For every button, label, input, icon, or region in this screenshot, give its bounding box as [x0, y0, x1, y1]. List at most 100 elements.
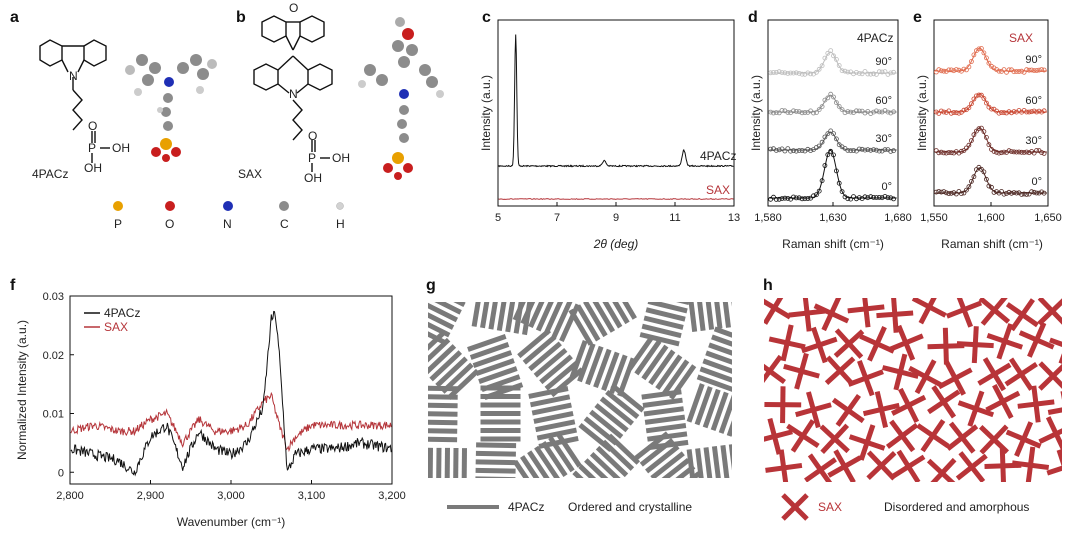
cross	[788, 421, 819, 452]
sax-o2-label: O	[308, 129, 317, 143]
chart-c-x-tick-label: 9	[613, 212, 619, 224]
cross	[918, 421, 948, 451]
atom-n-label: N	[69, 69, 78, 83]
atom-o-label: O	[88, 119, 97, 133]
chart-e-legend-title: SAX	[1009, 31, 1033, 45]
chart-d-xlabel: Raman shift (cm⁻¹)	[782, 237, 884, 251]
atom-legend-o: O	[165, 217, 174, 231]
rod	[690, 292, 695, 332]
chart-c-frame	[498, 20, 734, 206]
panel-g-ordered-rods: 4PACz Ordered and crystalline	[410, 279, 753, 514]
rod	[433, 279, 469, 297]
panel-label-c: c	[482, 9, 491, 26]
chart-c-ylabel: Intensity (a.u.)	[479, 75, 493, 151]
cross	[980, 296, 1008, 324]
rod	[508, 292, 514, 332]
chart-f-y-tick-label: 0.01	[43, 409, 64, 421]
atom-legend-dot-c	[279, 201, 289, 211]
cross	[805, 455, 835, 485]
panel-label-g: g	[426, 277, 436, 294]
panel-label-e: e	[913, 9, 922, 26]
chart-c-x-tick-label: 13	[728, 212, 740, 224]
rod	[418, 405, 458, 406]
atom-legend-dot-p	[113, 201, 123, 211]
chart-d-series-label: 60°	[875, 95, 892, 107]
panel-g-caption: Ordered and crystalline	[568, 500, 692, 514]
panel-h-caption: Disordered and amorphous	[884, 500, 1029, 514]
chart-e-point	[957, 68, 961, 72]
rod	[417, 310, 453, 328]
cross	[829, 450, 861, 482]
chart-f-spectra: Normalized Intensity (a.u.) Wavenumber (…	[15, 291, 406, 529]
rod	[731, 444, 736, 484]
atom-legend-p: P	[114, 217, 122, 231]
rod	[534, 413, 573, 421]
chart-d-point	[789, 111, 793, 115]
chart-c-x-tick-label: 11	[669, 212, 680, 224]
cross	[849, 361, 883, 395]
cross	[764, 386, 801, 423]
chart-d-x-tick-label: 1,630	[819, 212, 847, 224]
rod	[707, 290, 712, 330]
cross	[913, 291, 946, 324]
panel-label-f: f	[10, 277, 16, 294]
atom-legend: P O N C H	[113, 201, 345, 231]
rod	[476, 445, 516, 446]
rod	[645, 417, 685, 422]
rod	[475, 487, 515, 488]
structure-4pacz	[40, 40, 110, 163]
chart-f-x-tick-label: 2,900	[137, 490, 165, 502]
chart-f-series-sax	[71, 393, 391, 450]
rod	[740, 443, 745, 483]
rod	[417, 431, 457, 432]
chart-d-x-tick-label: 1,680	[884, 212, 912, 224]
cross	[827, 357, 854, 384]
rod	[491, 290, 497, 330]
chart-c-label-sax: SAX	[706, 183, 730, 197]
cross	[987, 324, 1022, 359]
cross	[1047, 450, 1080, 485]
rod	[421, 302, 457, 320]
sax-n-label: N	[289, 87, 298, 101]
rod	[476, 453, 516, 454]
panel-h-disordered-crosses: SAX Disordered and amorphous	[755, 291, 1080, 519]
chart-d-x-tick-label: 1,580	[754, 212, 782, 224]
atom-p-label: P	[88, 141, 96, 155]
rod	[417, 422, 457, 423]
rod	[532, 405, 571, 413]
chart-c-xlabel: 2θ (deg)	[593, 237, 639, 251]
chart-f-x-tick-label: 2,800	[56, 490, 84, 502]
chart-d-raman-4pacz: Intensity (a.u.) Raman shift (cm⁻¹) 4PAC…	[749, 20, 912, 251]
panel-h-legend-label: SAX	[818, 500, 842, 514]
chart-d-frame	[768, 20, 898, 206]
cross	[1020, 323, 1054, 357]
molecule-name-sax: SAX	[238, 167, 262, 181]
chart-e-ylabel: Intensity (a.u.)	[915, 75, 929, 151]
chart-d-series-label: 30°	[875, 133, 892, 145]
chart-d-legend-title: 4PACz	[857, 31, 893, 45]
cross	[755, 356, 785, 386]
cross	[947, 292, 981, 326]
rod	[536, 422, 575, 430]
chart-f-legend-4pacz: 4PACz	[104, 306, 140, 320]
chart-f-ylabel: Normalized Intensity (a.u.)	[15, 320, 29, 460]
chart-e-point	[1007, 190, 1011, 194]
panel-label-d: d	[748, 9, 758, 26]
ball-model-sax	[358, 17, 444, 180]
chart-f-xlabel: Wavenumber (cm⁻¹)	[177, 515, 286, 529]
rod	[474, 287, 481, 327]
rod	[737, 401, 750, 439]
panel-label-h: h	[763, 277, 773, 294]
rod	[698, 448, 703, 488]
rod	[650, 293, 689, 302]
chart-c-x-tick-label: 5	[495, 212, 501, 224]
chart-e-raman-sax: Intensity (a.u.) Raman shift (cm⁻¹) SAX …	[915, 20, 1062, 251]
chart-f-y-tick-label: 0.03	[43, 291, 64, 303]
chart-e-series-label: 30°	[1025, 135, 1042, 147]
cross	[1050, 329, 1080, 364]
atom-legend-dot-n	[223, 201, 233, 211]
rod	[476, 470, 516, 471]
cross	[860, 327, 894, 361]
cross	[929, 460, 956, 487]
